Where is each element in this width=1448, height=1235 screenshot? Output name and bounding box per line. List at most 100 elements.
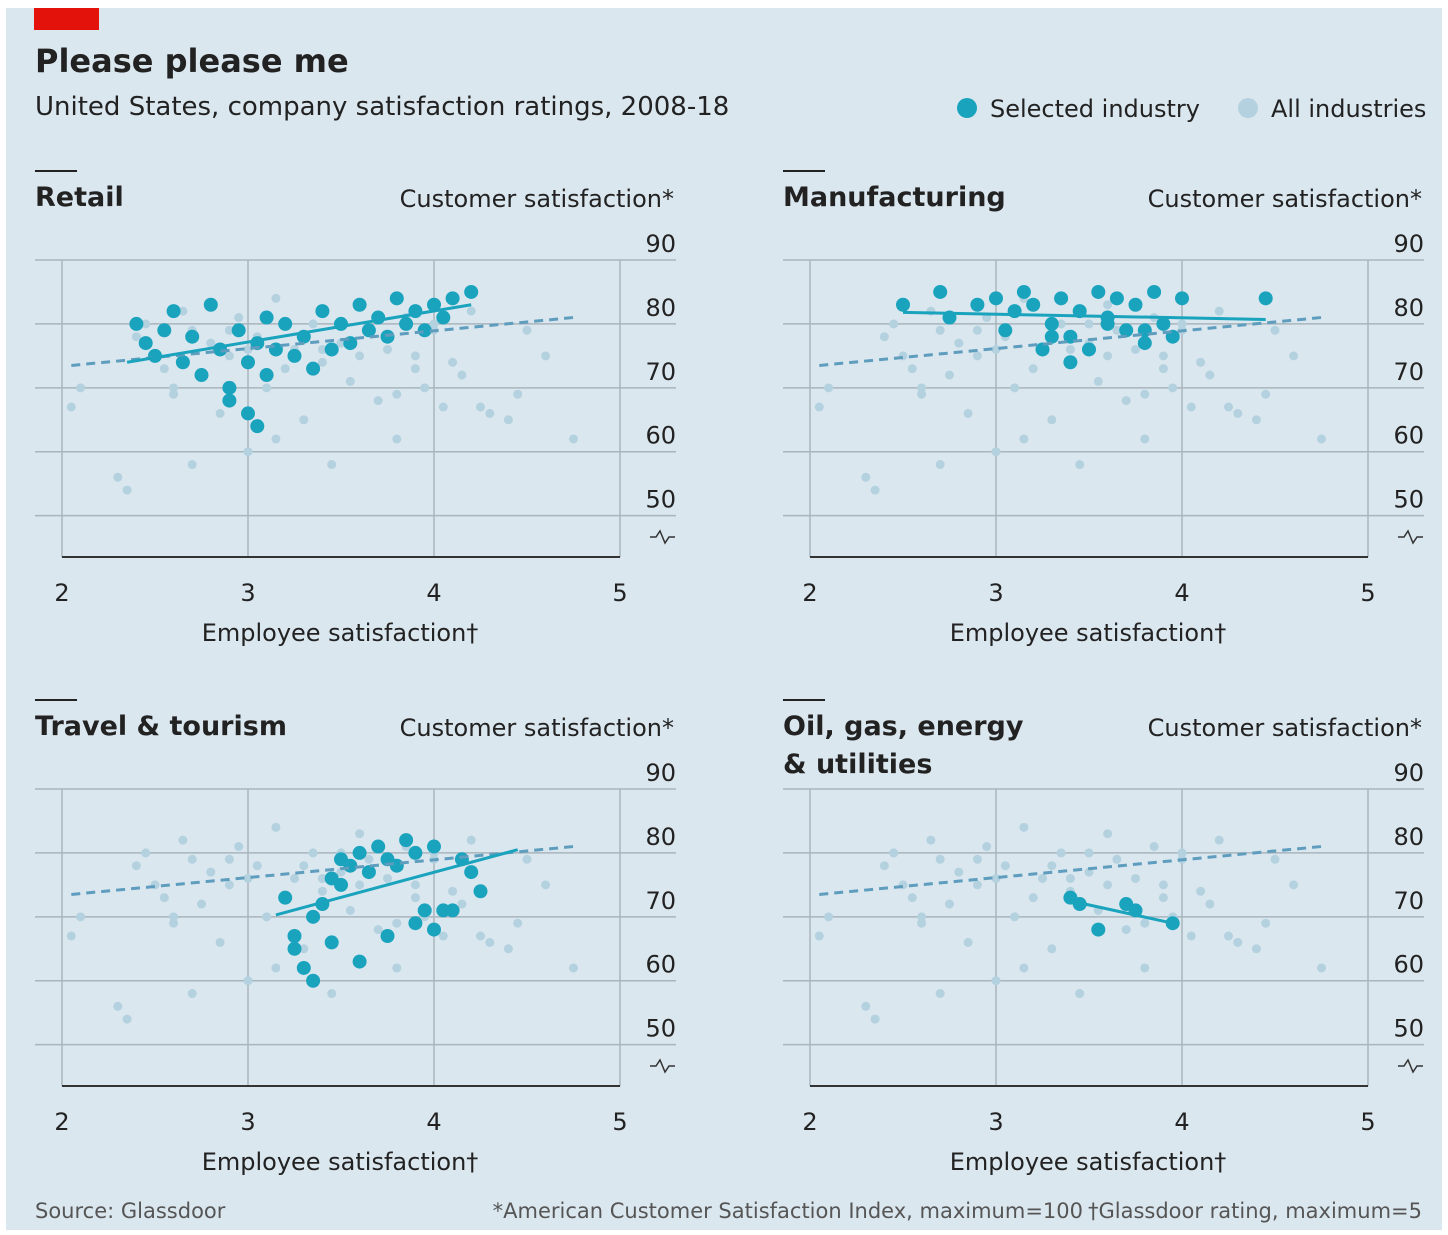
background-point bbox=[243, 976, 253, 986]
selected-point bbox=[464, 865, 479, 880]
background-point bbox=[1047, 861, 1057, 871]
background-point bbox=[972, 325, 982, 335]
background-point bbox=[66, 402, 76, 412]
y-tick-label: 70 bbox=[645, 358, 676, 386]
red-tag bbox=[34, 8, 99, 30]
legend-label: Selected industry bbox=[990, 95, 1200, 123]
background-point bbox=[159, 893, 169, 903]
background-point bbox=[1038, 873, 1047, 883]
background-point bbox=[317, 873, 327, 883]
y-tick-label: 60 bbox=[1393, 951, 1424, 979]
background-point bbox=[1214, 306, 1224, 316]
background-point bbox=[355, 351, 365, 361]
background-point bbox=[917, 383, 927, 393]
background-point bbox=[963, 408, 973, 418]
background-point bbox=[187, 460, 197, 470]
background-point bbox=[271, 963, 281, 973]
axis-break bbox=[1398, 1058, 1423, 1074]
background-point bbox=[1186, 402, 1196, 412]
background-point bbox=[448, 886, 458, 896]
background-point bbox=[1075, 460, 1085, 470]
background-point bbox=[66, 931, 76, 941]
background-point bbox=[513, 389, 523, 399]
background-point bbox=[373, 925, 383, 935]
selected-point bbox=[157, 323, 172, 338]
background-point bbox=[1131, 873, 1140, 883]
background-point bbox=[113, 472, 123, 482]
trend-line bbox=[126, 303, 472, 364]
selected-point bbox=[1175, 291, 1189, 306]
background-point bbox=[317, 344, 327, 354]
background-point bbox=[290, 873, 299, 883]
selected-point bbox=[1082, 342, 1096, 357]
background-point bbox=[131, 332, 141, 342]
background-point bbox=[569, 963, 578, 973]
panel-title: Manufacturing bbox=[783, 182, 1006, 213]
selected-point bbox=[129, 316, 144, 331]
background-point bbox=[271, 434, 281, 444]
background-point bbox=[991, 447, 1001, 457]
selected-point bbox=[222, 380, 237, 395]
background-point bbox=[824, 912, 834, 922]
background-point bbox=[1028, 893, 1038, 903]
x-tick-label: 4 bbox=[426, 1108, 441, 1136]
footnote: †Glassdoor rating, maximum=5 bbox=[1088, 1199, 1422, 1223]
background-point bbox=[76, 912, 86, 922]
selected-point bbox=[259, 310, 274, 325]
y-tick-label: 50 bbox=[1393, 486, 1424, 514]
background-point bbox=[206, 338, 216, 348]
background-point bbox=[889, 848, 899, 858]
selected-point bbox=[417, 323, 432, 338]
selected-point bbox=[222, 393, 237, 408]
background-point bbox=[448, 357, 458, 367]
x-tick-label: 4 bbox=[426, 579, 441, 607]
y-tick-label: 60 bbox=[1393, 422, 1424, 450]
background-point bbox=[963, 937, 973, 947]
footnote: *American Customer Satisfaction Index, m… bbox=[493, 1199, 1083, 1223]
background-point bbox=[271, 293, 281, 303]
background-point bbox=[410, 880, 420, 890]
title: Please please me bbox=[35, 42, 349, 80]
background-point bbox=[889, 319, 899, 329]
y-axis-label: Customer satisfaction* bbox=[400, 714, 674, 742]
selected-point bbox=[1091, 284, 1106, 299]
background-point bbox=[243, 447, 253, 457]
background-point bbox=[215, 937, 225, 947]
trend-line bbox=[71, 845, 574, 896]
background-point bbox=[169, 918, 179, 928]
background-point bbox=[1149, 842, 1159, 852]
y-tick-label: 90 bbox=[1393, 759, 1424, 787]
background-point bbox=[1019, 963, 1029, 973]
selected-point bbox=[399, 833, 414, 848]
selected-point bbox=[343, 858, 358, 873]
trend-line bbox=[902, 310, 1266, 321]
legend-label: All industries bbox=[1271, 95, 1426, 123]
selected-point bbox=[445, 291, 460, 306]
selected-point bbox=[352, 297, 367, 312]
selected-point bbox=[417, 903, 432, 918]
background-point bbox=[935, 460, 945, 470]
x-axis-label: Employee satisfaction† bbox=[950, 1148, 1227, 1176]
background-point bbox=[982, 842, 992, 852]
background-point bbox=[945, 370, 954, 380]
selected-point bbox=[361, 323, 376, 338]
background-point bbox=[503, 415, 513, 425]
selected-point bbox=[324, 342, 339, 357]
background-point bbox=[1131, 344, 1140, 354]
y-tick-label: 80 bbox=[1393, 294, 1424, 322]
background-point bbox=[1233, 408, 1243, 418]
selected-point bbox=[315, 304, 330, 319]
panel-title: & utilities bbox=[783, 749, 932, 780]
x-tick-label: 5 bbox=[1360, 1108, 1375, 1136]
background-point bbox=[345, 376, 355, 386]
y-axis-label: Customer satisfaction* bbox=[400, 185, 674, 213]
background-point bbox=[355, 829, 365, 839]
background-point bbox=[991, 873, 1001, 883]
y-axis-label: Customer satisfaction* bbox=[1148, 185, 1422, 213]
background-point bbox=[513, 918, 523, 928]
selected-point bbox=[166, 304, 181, 319]
background bbox=[6, 8, 1442, 1230]
background-point bbox=[76, 383, 86, 393]
x-tick-label: 2 bbox=[54, 579, 69, 607]
